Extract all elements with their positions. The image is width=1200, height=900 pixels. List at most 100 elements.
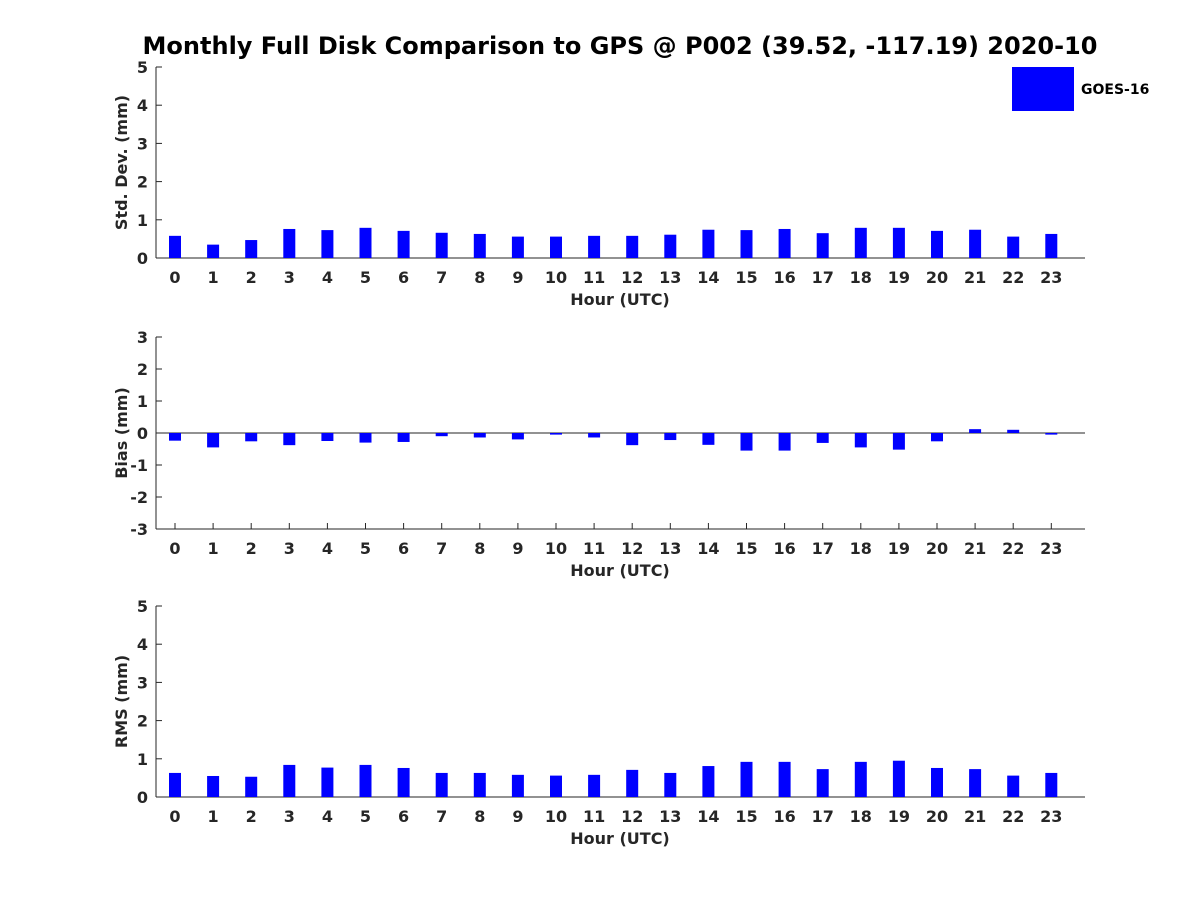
bar [473, 433, 486, 438]
x-tick-label: 6 [398, 807, 409, 826]
x-tick-label: 6 [398, 268, 409, 287]
x-tick-label: 23 [1040, 807, 1062, 826]
x-tick-label: 20 [926, 807, 948, 826]
y-tick-label: -3 [130, 520, 148, 539]
bar [854, 227, 867, 258]
y-tick-label: 4 [137, 96, 148, 115]
bar [626, 433, 639, 446]
x-tick-label: 11 [583, 268, 605, 287]
bar [245, 240, 258, 258]
bar [321, 767, 334, 797]
x-tick-label: 0 [169, 807, 180, 826]
x-tick-label: 13 [659, 539, 681, 558]
y-tick-label: 0 [137, 788, 148, 807]
x-tick-label: 22 [1002, 807, 1024, 826]
x-tick-label: 15 [735, 807, 757, 826]
y-tick-label: 3 [137, 673, 148, 692]
bar [816, 433, 829, 443]
x-tick-label: 23 [1040, 268, 1062, 287]
chart-title: Monthly Full Disk Comparison to GPS @ P0… [143, 32, 1098, 60]
x-tick-label: 10 [545, 807, 567, 826]
x-tick-label: 12 [621, 268, 643, 287]
legend-label: GOES-16 [1081, 82, 1149, 98]
y-tick-label: -1 [130, 456, 148, 475]
bar [892, 227, 905, 258]
bar [740, 433, 753, 451]
x-tick-label: 5 [360, 539, 371, 558]
x-tick-label: 4 [322, 807, 333, 826]
x-tick-label: 1 [208, 539, 219, 558]
x-tick-label: 18 [850, 539, 872, 558]
bar [816, 233, 829, 258]
bar [169, 772, 181, 797]
bar [778, 228, 791, 258]
y-tick-label: 1 [137, 392, 148, 411]
bar [626, 769, 639, 797]
bar [1045, 772, 1058, 797]
x-axis-label: Hour (UTC) [570, 290, 670, 309]
bar [740, 761, 753, 797]
legend: GOES-16 [1012, 67, 1149, 111]
x-tick-label: 13 [659, 268, 681, 287]
x-tick-label: 2 [246, 539, 257, 558]
x-tick-label: 9 [512, 268, 523, 287]
x-tick-label: 14 [697, 807, 719, 826]
x-tick-label: 2 [246, 268, 257, 287]
bar [664, 433, 677, 441]
bar [664, 234, 677, 258]
x-tick-label: 5 [360, 268, 371, 287]
bar [969, 429, 982, 433]
bar [245, 433, 258, 442]
bar [854, 433, 867, 448]
bar [511, 433, 524, 440]
x-tick-label: 16 [773, 268, 795, 287]
y-tick-label: -2 [130, 488, 148, 507]
x-tick-label: 17 [812, 807, 834, 826]
x-tick-label: 5 [360, 807, 371, 826]
x-tick-label: 10 [545, 268, 567, 287]
y-tick-label: 4 [137, 635, 148, 654]
bar [321, 230, 334, 258]
x-tick-label: 4 [322, 539, 333, 558]
x-tick-label: 12 [621, 807, 643, 826]
bar [397, 433, 410, 442]
x-tick-label: 15 [735, 539, 757, 558]
x-tick-label: 13 [659, 807, 681, 826]
bar [892, 760, 905, 797]
bar [588, 235, 601, 258]
bar [435, 232, 448, 258]
y-axis-label: RMS (mm) [112, 655, 131, 748]
bar [359, 764, 372, 797]
x-tick-label: 21 [964, 539, 986, 558]
y-tick-label: 2 [137, 173, 148, 192]
bar [892, 433, 905, 450]
x-tick-label: 7 [436, 807, 447, 826]
bar [1007, 429, 1020, 433]
bar [207, 433, 220, 448]
y-tick-label: 1 [137, 211, 148, 230]
bar [1007, 236, 1020, 258]
y-tick-label: 2 [137, 360, 148, 379]
x-tick-label: 19 [888, 539, 910, 558]
bar [511, 774, 524, 797]
x-tick-label: 12 [621, 539, 643, 558]
bar [778, 433, 791, 451]
bar [1045, 233, 1058, 258]
x-axis-label: Hour (UTC) [570, 829, 670, 848]
bar [931, 433, 943, 442]
bar [207, 244, 220, 258]
x-tick-label: 18 [850, 807, 872, 826]
x-tick-label: 8 [474, 539, 485, 558]
bar [664, 772, 677, 797]
x-tick-label: 1 [208, 268, 219, 287]
y-axis-label: Bias (mm) [112, 387, 131, 479]
bar [321, 433, 334, 441]
bar [702, 433, 715, 445]
x-tick-label: 14 [697, 539, 719, 558]
bar [740, 230, 753, 258]
bar [435, 772, 448, 797]
bar [588, 774, 601, 797]
bar [245, 776, 258, 797]
y-tick-label: 1 [137, 750, 148, 769]
